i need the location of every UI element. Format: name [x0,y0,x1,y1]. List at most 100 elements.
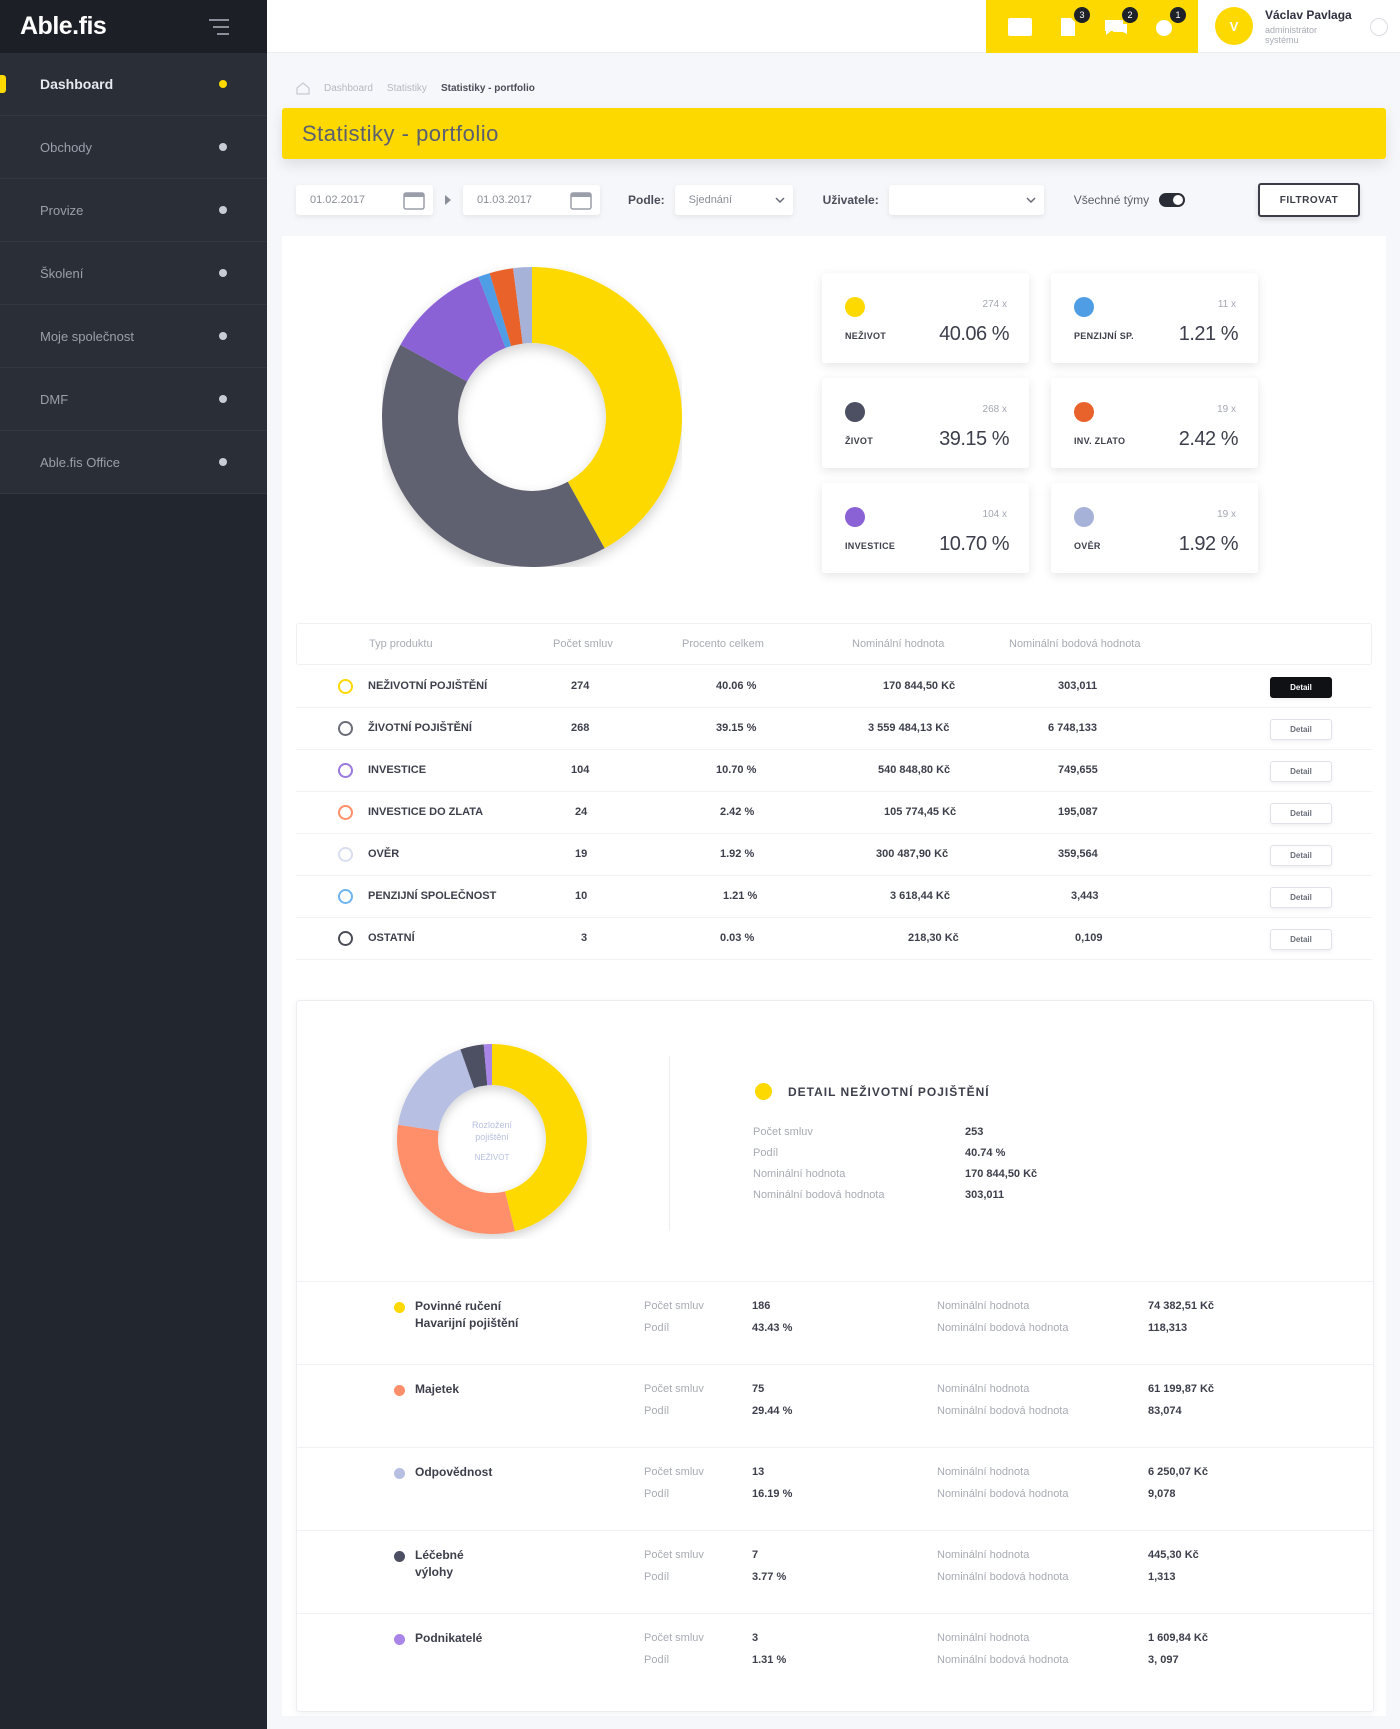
cell-points: 749,655 [1058,764,1098,776]
donut-slice-odpov-dnost[interactable] [398,1049,475,1131]
color-dot [394,1385,405,1396]
sidebar-nav: Dashboard Obchody Provize Školení Moje s… [0,53,267,494]
card-percent: 1.21 % [1178,323,1239,345]
date-from-field[interactable]: 01.02.2017 [296,185,433,215]
sidebar-item-skoleni[interactable]: Školení [0,242,267,305]
color-dot [338,889,353,904]
color-dot [338,763,353,778]
avatar[interactable]: V [1215,7,1253,45]
cell-points: 195,087 [1058,806,1098,818]
stat-row: Podíl 40.74 % [753,1147,1037,1168]
messages-button[interactable]: 2 [1102,6,1138,39]
item-label: Nominální hodnota [937,1632,1030,1644]
cell-percent: 40.06 % [716,680,757,692]
item-label: Podíl [644,1488,670,1500]
card-percent: 1.92 % [1178,533,1239,555]
summary-card[interactable]: 268 x ŽIVOT 39.15 % [822,378,1029,468]
sidebar-item-moje-spolecnost[interactable]: Moje společnost [0,305,267,368]
divider [669,1056,670,1231]
item-points: 83,074 [1148,1405,1182,1417]
cell-nominal: 540 848,80 Kč [878,764,951,776]
summary-card[interactable]: 274 x NEŽIVOT 40.06 % [822,273,1029,363]
cell-name: INVESTICE DO ZLATA [368,806,484,818]
sidebar-item-provize[interactable]: Provize [0,179,267,242]
user-select[interactable] [888,185,1044,215]
breadcrumb-item[interactable]: Statistiky [386,83,427,94]
user-info: Václav Pavlaga administrátor systému [1265,8,1352,45]
donut-slice-ne-ivot[interactable] [532,267,682,549]
stat-value: 40.74 % [965,1147,1006,1159]
date-to-field[interactable]: 01.03.2017 [463,185,600,215]
donut-slice-majetek[interactable] [397,1124,515,1234]
dot-icon [219,332,227,340]
user-menu[interactable]: V Václav Pavlaga administrátor systému [1215,7,1352,45]
item-points: 118,313 [1148,1322,1188,1334]
donut-slice-povinn-ru-en-havarijn-poji-t-n-[interactable] [492,1044,588,1232]
summary-card[interactable]: 104 x INVESTICE 10.70 % [822,483,1029,573]
chevron-down-icon[interactable] [1370,18,1388,36]
donut-slice-l-ebn-v-lohy[interactable] [460,1044,488,1089]
item-share: 29.44 % [752,1405,793,1417]
item-nominal: 74 382,51 Kč [1148,1300,1215,1312]
cell-name: PENZIJNÍ SPOLEČNOST [368,890,497,902]
item-nominal: 1 609,84 Kč [1148,1632,1208,1644]
all-teams-toggle[interactable] [1159,193,1186,207]
cell-count: 10 [575,890,588,902]
donut-slice--ivot[interactable] [382,344,605,567]
notifications-button[interactable]: 3 [1054,6,1090,39]
donut-slice-penzijn-sp-[interactable] [478,273,512,348]
table-row: INVESTICE DO ZLATA 24 2.42 % 105 774,45 … [296,792,1372,834]
sidebar-item-label: Školení [40,265,84,281]
color-dot [338,847,353,862]
home-icon[interactable] [296,82,310,95]
color-dot [338,931,353,946]
app-logo[interactable]: Able.fis [20,12,107,40]
sidebar: Able.fis Dashboard Obchody Provize Škole… [0,0,267,1729]
cell-percent: 0.03 % [720,932,755,944]
item-label: Nominální bodová hodnota [937,1405,1069,1417]
logo-bar: Able.fis [0,0,267,53]
calendar-button[interactable] [1006,15,1034,39]
detail-button[interactable]: Detail [1270,719,1332,740]
detail-button[interactable]: Detail [1270,929,1332,950]
sidebar-item-dmf[interactable]: DMF [0,368,267,431]
summary-card[interactable]: 19 x OVĚR 1.92 % [1051,483,1258,573]
detail-button[interactable]: Detail [1270,845,1332,866]
donut-slice-inv-zlato[interactable] [489,268,523,346]
item-label: Počet smluv [644,1466,704,1478]
cell-percent: 2.42 % [720,806,755,818]
menu-toggle-icon[interactable] [209,18,229,36]
detail-item: Léčebné výlohy Počet smluv 7 Podíl 3.77 % … [297,1530,1373,1613]
detail-button[interactable]: Detail [1270,887,1332,908]
tasks-button[interactable]: 1 [1150,6,1186,39]
detail-button[interactable]: Detail [1270,677,1332,698]
donut-slice-ostatn-[interactable] [513,267,532,344]
item-count: 186 [752,1300,771,1312]
detail-button[interactable]: Detail [1270,761,1332,782]
sidebar-item-obchody[interactable]: Obchody [0,116,267,179]
user-name: Václav Pavlaga [1265,7,1352,22]
card-percent: 39.15 % [939,428,1009,450]
cell-count: 268 [571,722,590,734]
sidebar-item-office[interactable]: Able.fis Office [0,431,267,494]
column-header: Nominální bodová hodnota [1009,638,1141,650]
cell-count: 3 [581,932,588,944]
sidebar-item-dashboard[interactable]: Dashboard [0,53,267,116]
color-dot [394,1302,405,1313]
cell-points: 0,109 [1075,932,1103,944]
donut-slice-podnikatel-[interactable] [483,1044,492,1086]
by-select[interactable]: Sjednání [674,185,793,215]
arrow-right-icon [445,195,451,205]
donut-slice-investice[interactable] [400,276,506,382]
cell-name: OSTATNÍ [368,932,415,944]
color-dot [1074,297,1094,317]
detail-item: Povinné ručení Havarijní pojištění Počet… [297,1281,1373,1364]
card-percent: 2.42 % [1178,428,1239,450]
item-label: Podíl [644,1322,670,1334]
breadcrumb-item[interactable]: Dashboard [324,83,373,94]
filter-button[interactable]: FILTROVAT [1258,183,1360,217]
summary-card[interactable]: 11 x PENZIJNÍ SP. 1.21 % [1051,273,1258,363]
detail-button[interactable]: Detail [1270,803,1332,824]
summary-card[interactable]: 19 x INV. ZLATO 2.42 % [1051,378,1258,468]
cell-points: 359,564 [1058,848,1098,860]
